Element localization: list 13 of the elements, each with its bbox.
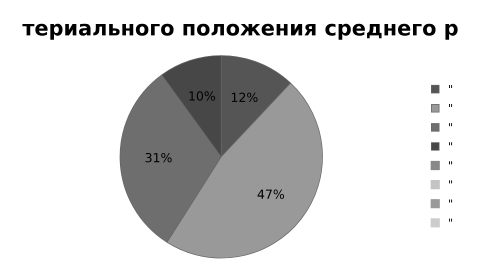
legend-label: " bbox=[449, 218, 452, 222]
data-label: 10% bbox=[189, 91, 216, 101]
legend-label: " bbox=[449, 104, 452, 108]
legend-label: " bbox=[449, 123, 452, 126]
data-label: 31% bbox=[146, 152, 172, 162]
data-label: 47% bbox=[258, 189, 284, 199]
data-label: 12% bbox=[232, 92, 258, 102]
legend-label: " bbox=[449, 199, 452, 202]
legend-label: " bbox=[449, 161, 452, 164]
legend-label: " bbox=[449, 84, 452, 88]
chart-title: териального положения среднего р bbox=[22, 24, 458, 40]
legend-label: " bbox=[449, 142, 452, 146]
legend-label: " bbox=[449, 180, 452, 184]
